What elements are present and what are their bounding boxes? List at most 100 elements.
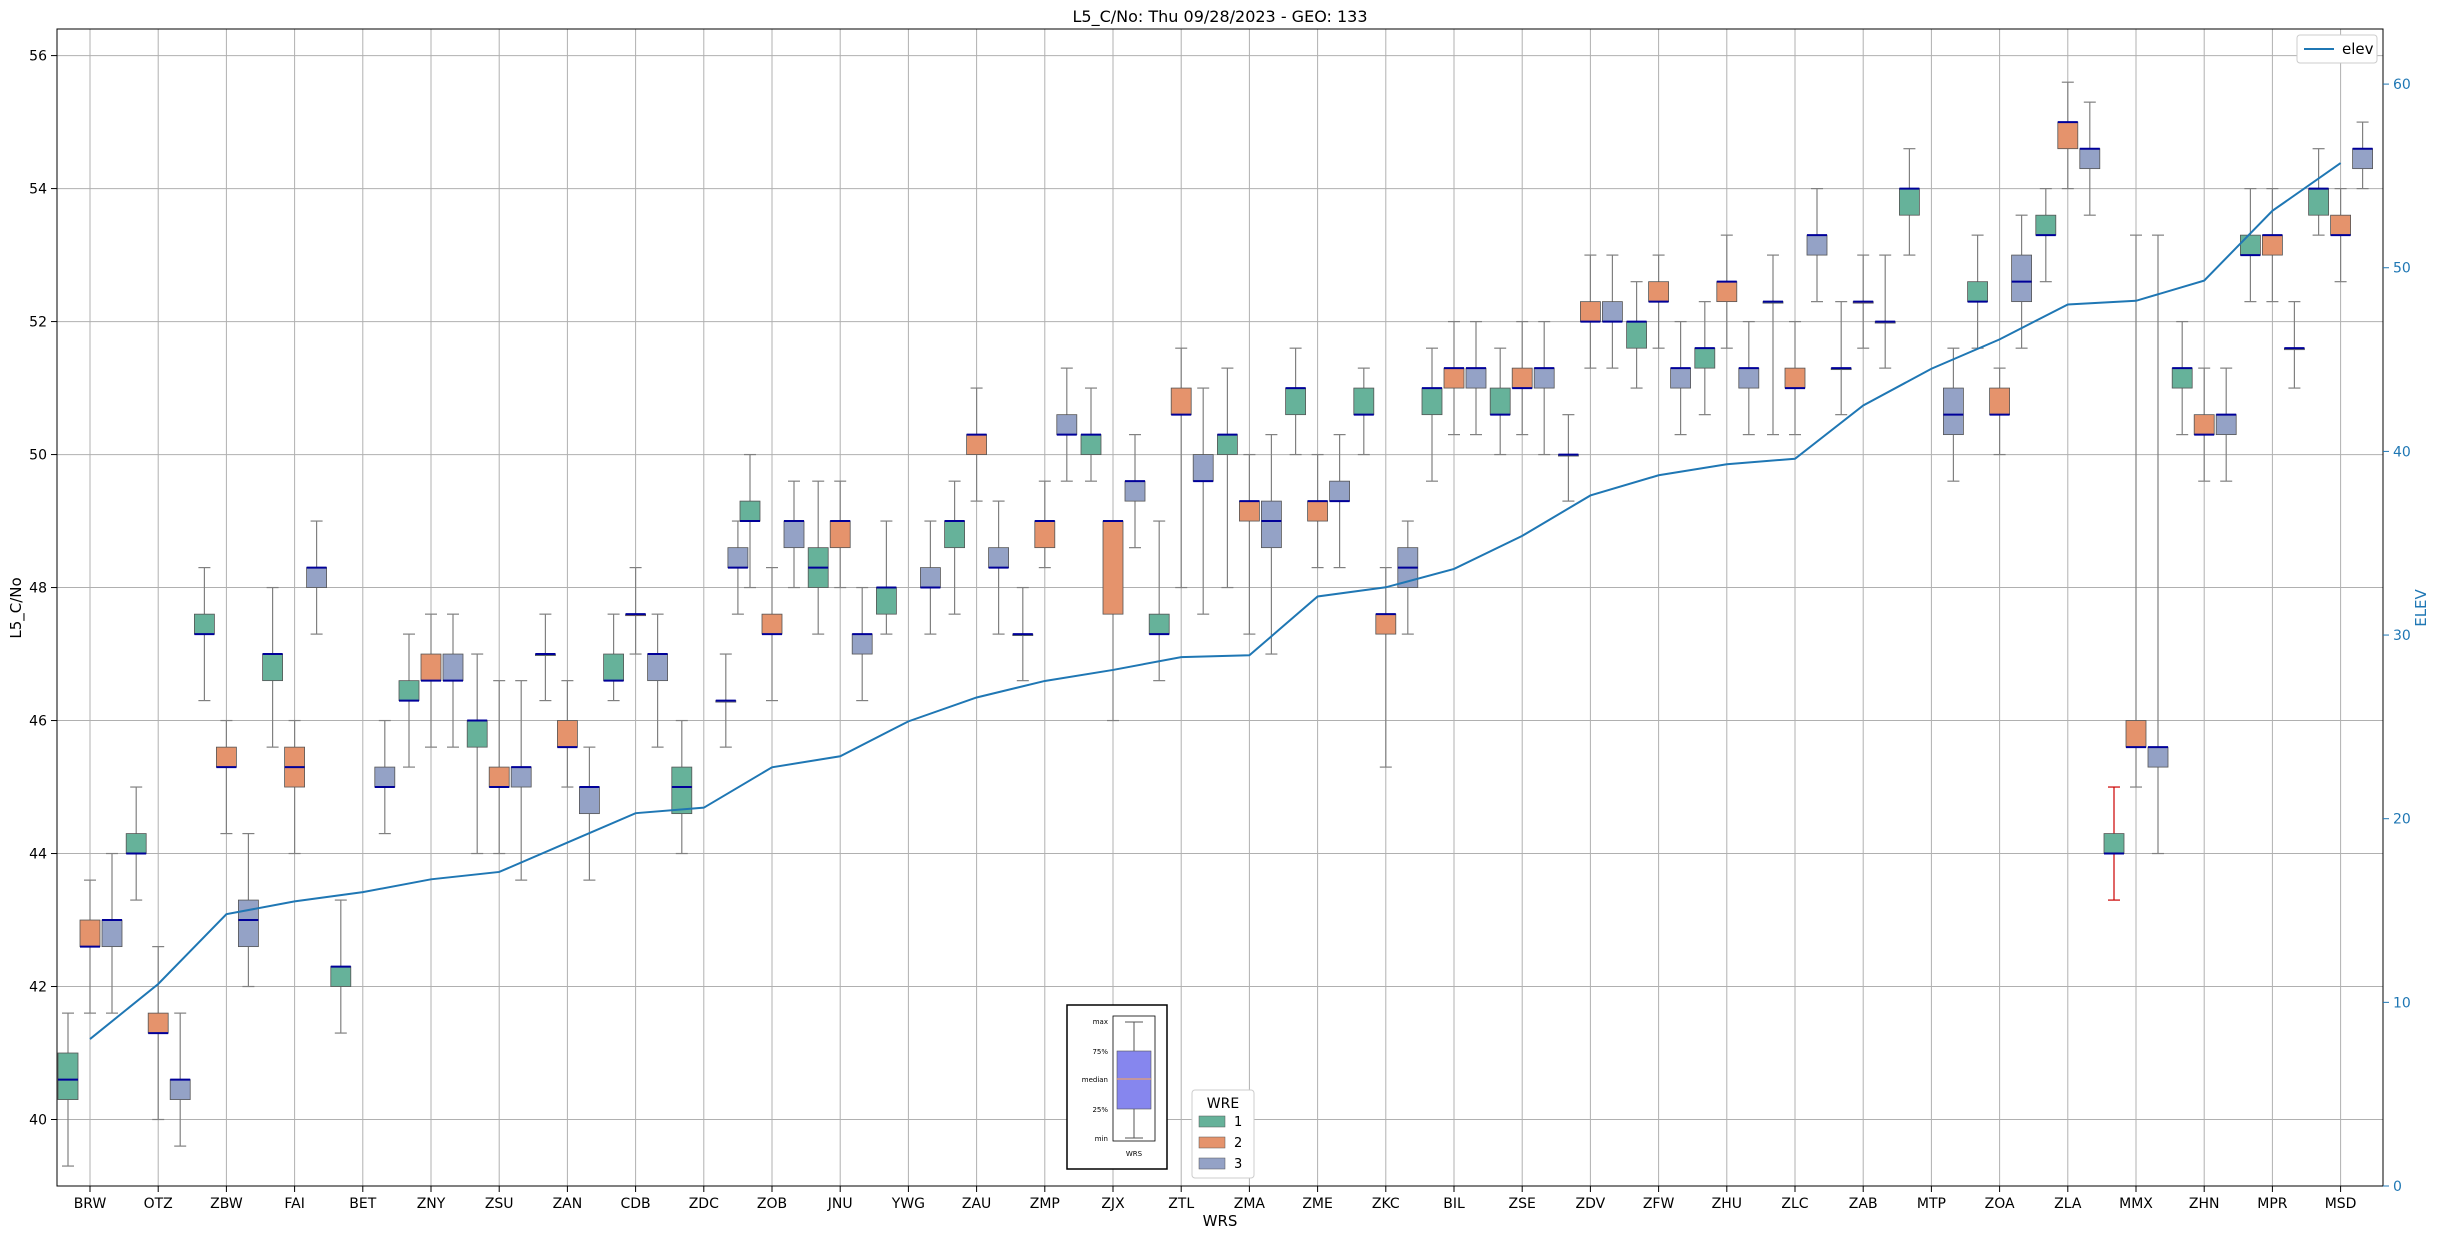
wre-legend-label-2: 2 [1234, 1136, 1242, 1151]
box-iqr [2079, 148, 2101, 170]
box-wre-3-zlc [1806, 187, 1828, 303]
box-iqr [374, 766, 396, 788]
box-iqr [1738, 367, 1760, 389]
x-tick-label: MPR [2257, 1196, 2288, 1212]
box-wre-3-zfw [1670, 320, 1691, 436]
box-iqr [237, 899, 259, 948]
box-wre-1-brw [57, 1012, 79, 1167]
box-iqr [944, 520, 965, 549]
y2-axis-label: ELEV [2412, 588, 2430, 626]
box-wre-1-zdv [1558, 414, 1579, 502]
box-wre-2-jnu [829, 480, 851, 589]
box-wre-2-zab [1852, 254, 1874, 349]
box-iqr [215, 746, 237, 768]
box-wre-2-mpr [2261, 187, 2283, 303]
box-iqr [1489, 387, 1511, 416]
y-tick-label: 54 [29, 182, 47, 198]
box-wre-2-zsu [488, 680, 510, 855]
box-wre-3-zhn [2215, 367, 2237, 482]
box-iqr [829, 520, 851, 549]
box-iqr [1989, 387, 2010, 416]
box-wre-1-zab [1830, 301, 1852, 416]
box-wre-1-zob [739, 453, 761, 589]
box-iqr [2103, 833, 2125, 854]
box-iqr [2308, 188, 2330, 216]
elev-legend: elev [2296, 34, 2378, 64]
box-wre-1-zla [2035, 187, 2057, 283]
box-iqr [2057, 121, 2079, 150]
y-axis-label: L5_C/No [7, 577, 26, 638]
box-wre-2-brw [79, 879, 101, 1014]
box-iqr [2261, 234, 2283, 256]
box-iqr [398, 680, 420, 701]
x-tick-label: ZKC [1372, 1196, 1400, 1212]
inset-label-median: median [1082, 1076, 1108, 1084]
box-iqr [306, 567, 328, 588]
x-tick-label: ZLA [2054, 1196, 2082, 1212]
box-wre-2-zlc [1784, 320, 1806, 436]
box-iqr [2171, 367, 2193, 389]
box-iqr [966, 434, 987, 455]
x-tick-label: ZDV [1576, 1196, 1606, 1212]
box-iqr [1329, 480, 1350, 502]
box-iqr [2011, 254, 2032, 303]
y-tick-label: 42 [29, 980, 47, 996]
plot-frame [56, 28, 2384, 1187]
box-wre-1-zan [535, 613, 556, 702]
box-iqr [2330, 214, 2352, 236]
x-tick-label: BRW [74, 1196, 107, 1212]
box-iqr [1465, 367, 1487, 389]
box-iqr [2215, 414, 2237, 436]
box-wre-1-otz [125, 786, 147, 901]
x-tick-label: MMX [2119, 1196, 2153, 1212]
y-tick-label: 52 [29, 315, 47, 331]
y-tick-label: 44 [29, 847, 47, 863]
box-wre-3-zab [1874, 254, 1896, 369]
x-tick-label: ZTL [1168, 1196, 1194, 1212]
box-wre-3-zhu [1738, 320, 1760, 436]
box-wre-2-zhu [1716, 234, 1738, 349]
box-wre-2-fai [284, 719, 306, 855]
box-wre-2-zau [966, 387, 987, 502]
box-iqr [1648, 281, 1669, 303]
box-iqr [488, 766, 510, 788]
x-tick-label: ZBW [210, 1196, 243, 1212]
box-wre-2-zan [557, 680, 578, 788]
box-iqr [262, 653, 284, 682]
box-iqr [579, 786, 600, 815]
box-iqr [1443, 367, 1465, 389]
inset-box [1116, 1050, 1152, 1110]
box-wre-2-msd [2330, 187, 2352, 283]
box-wre-1-zkc [1353, 367, 1375, 456]
box-iqr [647, 653, 668, 682]
y2-tick-label: 30 [2393, 628, 2411, 644]
x-tick-label: ZHU [1712, 1196, 1742, 1212]
box-iqr [1261, 500, 1282, 549]
x-tick-label: ZNY [417, 1196, 446, 1212]
box-wre-1-mpr [2239, 187, 2261, 303]
box-iqr [761, 613, 783, 635]
wre-legend-title: WRE [1207, 1096, 1239, 1112]
inset-label-max: max [1093, 1018, 1108, 1026]
box-wre-3-zdc [727, 520, 749, 615]
box-wre-1-zsu [466, 653, 488, 855]
box-iqr [1899, 188, 1920, 216]
x-tick-label: ZMP [1030, 1196, 1060, 1212]
box-wre-3-zsu [510, 680, 532, 881]
box-iqr [57, 1052, 79, 1100]
x-tick-label: ZAN [553, 1196, 583, 1212]
box-wre-2-zmp [1034, 480, 1056, 569]
x-tick-label: ZME [1302, 1196, 1333, 1212]
box-iqr [1217, 434, 1238, 455]
box-wre-3-mtp [1943, 347, 1964, 482]
box-iqr [2125, 720, 2147, 748]
box-iqr [510, 766, 532, 788]
x-tick-label: ZMA [1234, 1196, 1266, 1212]
box-wre-2-zbw [215, 719, 237, 835]
inset-xlabel: WRS [1126, 1150, 1143, 1158]
box-iqr [2193, 414, 2215, 436]
box-wre-3-bil [1465, 320, 1487, 436]
box-wre-2-ztl [1170, 347, 1192, 589]
box-iqr [783, 520, 805, 549]
wre-legend-swatch-2 [1198, 1136, 1226, 1149]
